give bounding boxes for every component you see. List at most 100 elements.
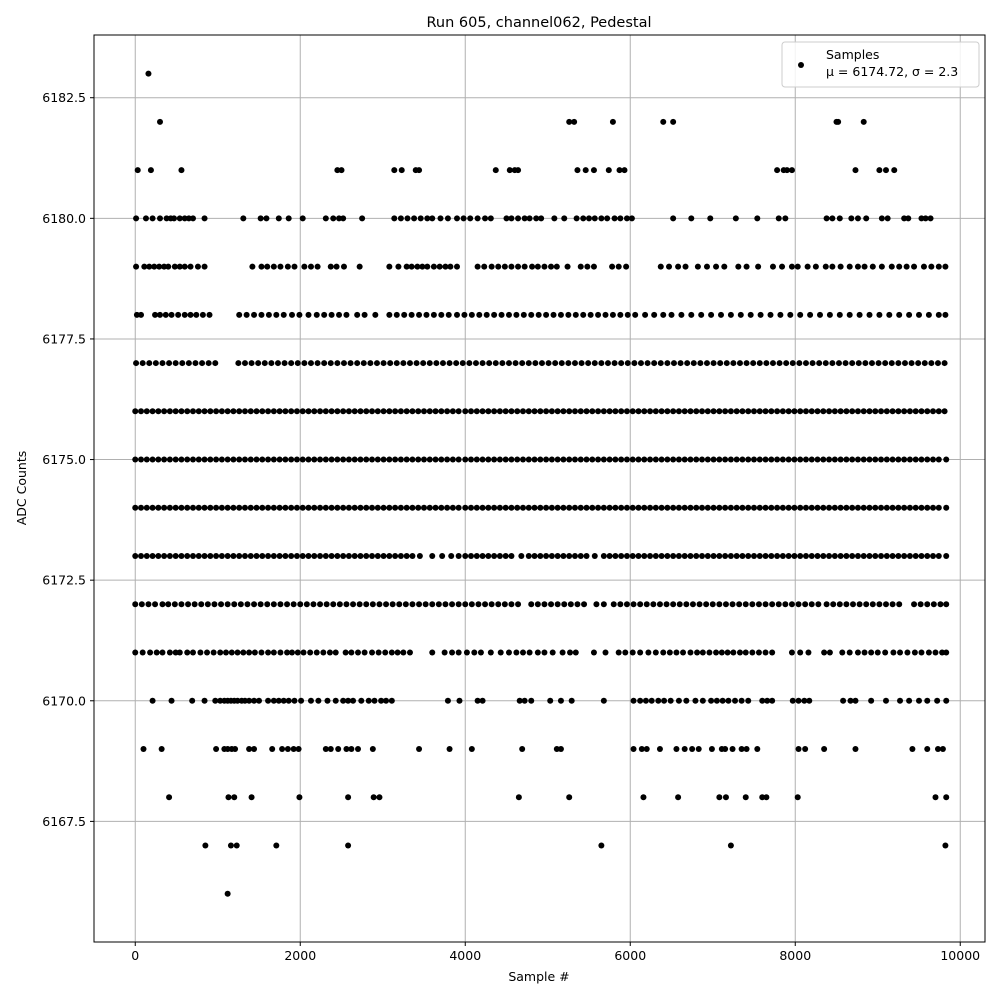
y-tick-label: 6172.5 [42, 573, 86, 588]
sample-point [374, 504, 381, 511]
sample-point [305, 456, 312, 463]
sample-point [340, 408, 347, 415]
sample-point [587, 311, 594, 318]
sample-point [836, 311, 843, 318]
sample-point [843, 408, 850, 415]
sample-point [745, 456, 752, 463]
sample-point [534, 649, 541, 656]
sample-point [724, 649, 731, 656]
sample-point [861, 263, 868, 270]
sample-point [159, 601, 166, 608]
sample-point [313, 649, 320, 656]
sample-point [403, 456, 410, 463]
sample-point [652, 504, 659, 511]
sample-point [629, 553, 636, 560]
sample-point [165, 601, 172, 608]
sample-point [282, 553, 289, 560]
sample-point [664, 360, 671, 367]
sample-point [161, 553, 168, 560]
sample-point [866, 456, 873, 463]
legend-marker [798, 62, 804, 68]
sample-point [295, 746, 302, 753]
sample-point [265, 553, 272, 560]
sample-point [802, 553, 809, 560]
sample-point [836, 215, 843, 222]
sample-point [528, 697, 535, 704]
sample-point [486, 360, 493, 367]
sample-point [664, 456, 671, 463]
sample-point [282, 504, 289, 511]
sample-point [288, 504, 295, 511]
x-tick-label: 2000 [284, 948, 316, 963]
sample-point [149, 456, 156, 463]
sample-point [285, 697, 292, 704]
sample-point [802, 746, 809, 753]
sample-point [882, 649, 889, 656]
sample-point [395, 263, 402, 270]
sample-point [896, 601, 903, 608]
sample-point [730, 649, 737, 656]
sample-point [462, 408, 469, 415]
sample-point [388, 649, 395, 656]
sample-point [822, 263, 829, 270]
sample-point [269, 746, 276, 753]
sample-point [176, 215, 183, 222]
sample-point [392, 553, 399, 560]
sample-point [277, 601, 284, 608]
x-tick-label: 6000 [614, 948, 646, 963]
sample-point [843, 601, 850, 608]
sample-point [473, 408, 480, 415]
sample-point [241, 360, 248, 367]
sample-point [901, 215, 908, 222]
sample-point [403, 504, 410, 511]
sample-point [479, 360, 486, 367]
sample-point [138, 456, 145, 463]
sample-point [285, 215, 292, 222]
sample-point [850, 601, 856, 608]
sample-point [849, 360, 856, 367]
sample-point [816, 360, 823, 367]
sample-point [491, 456, 498, 463]
sample-point [386, 553, 393, 560]
sample-point [860, 553, 867, 560]
sample-point [657, 263, 664, 270]
sample-point [779, 504, 786, 511]
sample-point [600, 504, 607, 511]
sample-point [520, 504, 526, 511]
sample-point [897, 697, 904, 704]
sample-point [369, 553, 376, 560]
sample-point [676, 601, 683, 608]
sample-point [424, 263, 431, 270]
sample-point [733, 408, 740, 415]
sample-point [751, 553, 757, 560]
sample-point [869, 601, 876, 608]
sample-point [891, 167, 898, 174]
sample-point [652, 553, 659, 560]
sample-point [382, 649, 389, 656]
sample-point [327, 746, 334, 753]
sample-point [133, 360, 140, 367]
sample-point [925, 311, 932, 318]
sample-point [906, 553, 913, 560]
sample-point [690, 360, 697, 367]
x-tick-label: 4000 [449, 948, 481, 963]
sample-point [869, 263, 876, 270]
y-axis-ticks: 6167.5 6170.0 6172.5 6175.0 6177.5 6180.0 6182… [42, 90, 94, 829]
sample-point [525, 553, 532, 560]
sample-point [310, 601, 317, 608]
sample-point [447, 263, 454, 270]
sample-point [201, 697, 208, 704]
sample-point [600, 697, 607, 704]
sample-point [618, 456, 625, 463]
sample-point [305, 408, 312, 415]
sample-point [142, 215, 149, 222]
sample-point [797, 456, 804, 463]
sample-point [703, 360, 710, 367]
sample-point [322, 215, 329, 222]
sample-point [159, 649, 166, 656]
sample-point [495, 263, 502, 270]
sample-point [648, 697, 655, 704]
sample-point [199, 360, 206, 367]
sample-point [941, 408, 948, 415]
sample-point [911, 263, 918, 270]
